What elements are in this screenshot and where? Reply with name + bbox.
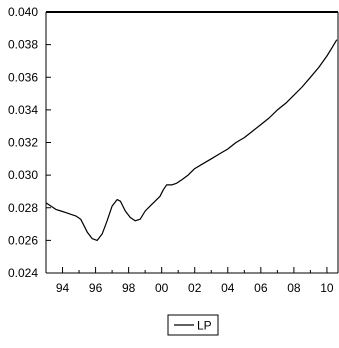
x-tick-label: 94	[56, 281, 70, 295]
x-tick-label: 98	[122, 281, 136, 295]
y-tick-label: 0.040	[8, 5, 38, 19]
y-tick-label: 0.036	[8, 70, 38, 84]
y-tick-label: 0.032	[8, 136, 38, 150]
y-tick-label: 0.026	[8, 233, 38, 247]
x-tick-label: 96	[89, 281, 103, 295]
legend-label: LP	[197, 319, 212, 333]
y-tick-label: 0.024	[8, 266, 38, 280]
x-tick-label: 08	[287, 281, 301, 295]
x-tick-label: 10	[320, 281, 334, 295]
y-tick-label: 0.030	[8, 168, 38, 182]
y-tick-label: 0.034	[8, 103, 38, 117]
x-tick-label: 02	[188, 281, 202, 295]
series-line-lp	[45, 39, 338, 241]
y-tick-label: 0.028	[8, 201, 38, 215]
x-tick-label: 06	[254, 281, 268, 295]
y-tick-label: 0.038	[8, 38, 38, 52]
x-tick-label: 00	[155, 281, 169, 295]
x-tick-label: 04	[221, 281, 235, 295]
